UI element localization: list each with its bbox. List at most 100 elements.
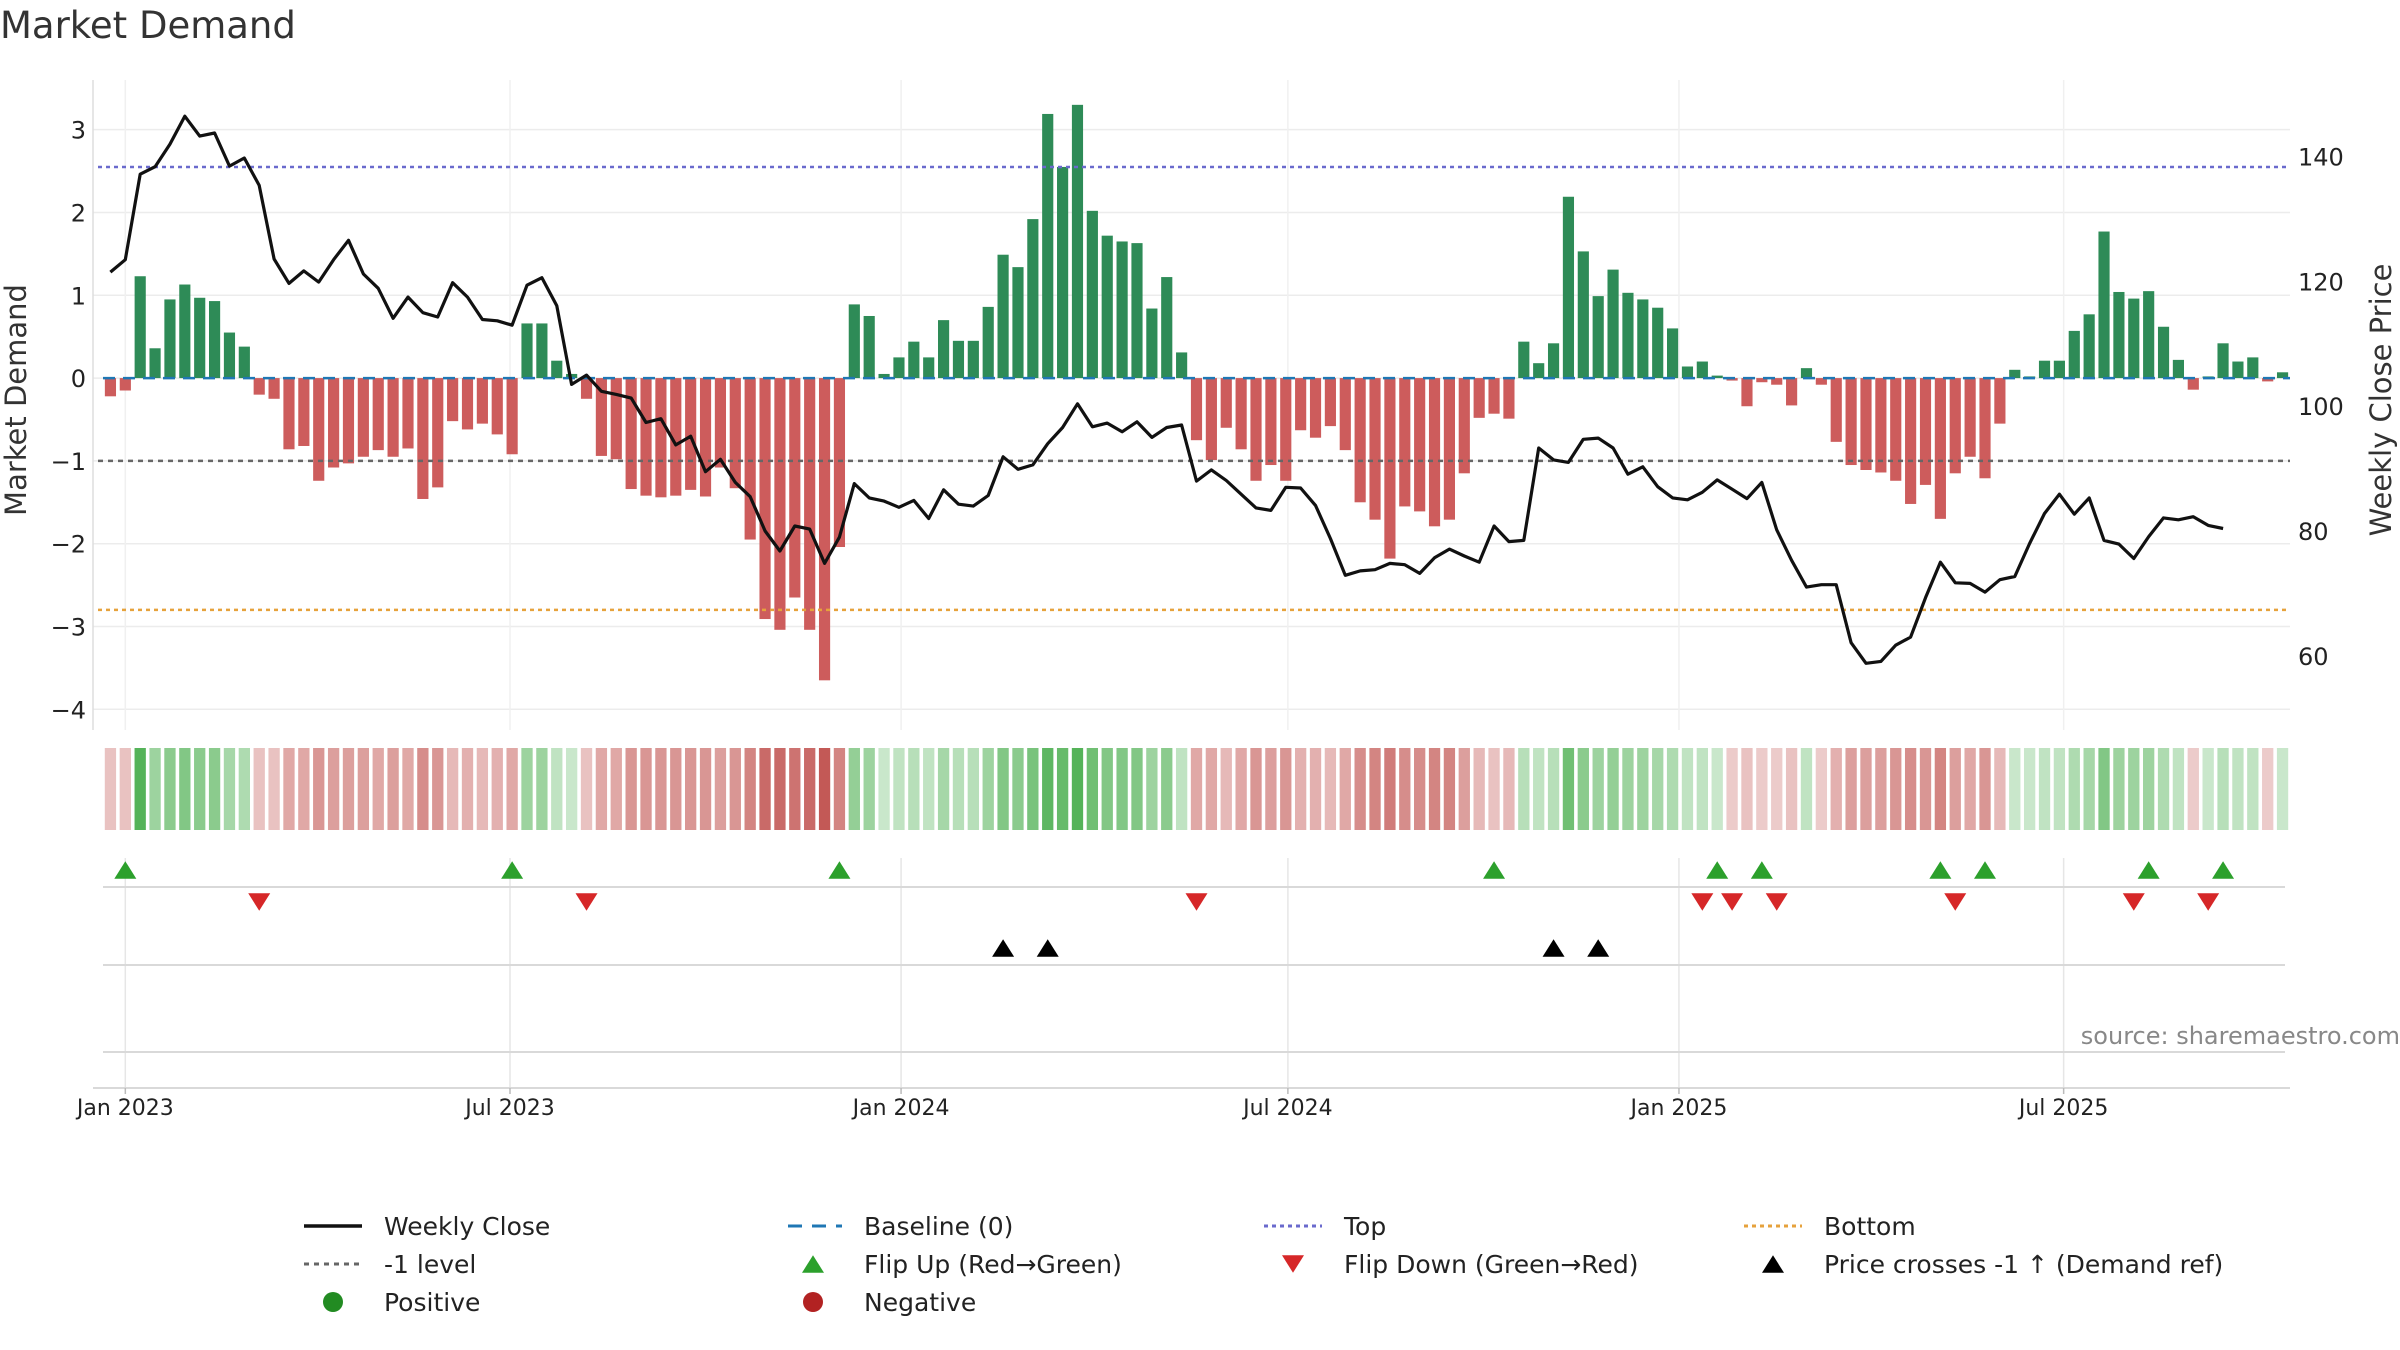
demand-bar [2113,291,2125,379]
heat-cell [1666,748,1679,830]
demand-bar [1071,104,1084,379]
demand-bar [1890,378,1902,481]
heat-cell [2172,748,2185,830]
demand-bar [209,301,221,379]
heat-cell [283,748,295,830]
heat-cell [342,748,355,830]
flip-up-marker [1929,861,1952,879]
heat-cell [1533,748,1545,830]
flip-down-marker [575,893,598,911]
flip-down-marker [2122,893,2145,911]
y-tick-label: 2 [71,199,86,227]
demand-bar [536,323,548,379]
heat-cell [1280,748,1292,830]
heat-cell [610,748,622,830]
weekly-close-line [109,114,2224,665]
demand-bar [238,346,250,379]
demand-bar [1235,378,1247,450]
demand-bar [1607,269,1619,379]
demand-bar [1592,296,1604,379]
heat-cell [893,748,905,830]
demand-bar [1384,378,1396,559]
heat-cell [967,748,979,830]
demand-bar [595,378,607,456]
heat-cell [580,748,593,830]
demand-bar [2053,360,2065,379]
demand-bar [1339,378,1351,451]
flip-up-marker [2212,861,2235,879]
heat-cell [1012,748,1024,830]
demand-bar [1012,267,1024,379]
circle-green-icon-svg [323,1292,343,1312]
heat-cell [1949,748,1961,830]
legend-label: Flip Down (Green→Red) [1344,1249,1639,1279]
flip-up-marker [828,861,851,879]
demand-bar [1786,378,1798,406]
heat-cell [1860,748,1872,830]
demand-bar [1533,363,1545,379]
heat-cell [476,748,489,830]
demand-bar [1949,378,1961,474]
demand-bar [342,378,355,464]
demand-bar [1964,378,1976,457]
heat-cell [1875,748,1887,830]
demand-bar [1934,378,1946,519]
demand-bar [1443,378,1455,520]
heat-cell [149,748,161,830]
price-cross-marker [1587,939,1610,957]
heat-cell [1756,748,1768,830]
heat-cell [1622,748,1634,830]
demand-bar [372,378,384,451]
demand-bar [759,378,771,620]
heat-cell [997,748,1009,830]
heat-cell [744,748,756,830]
heat-cell [2023,748,2036,830]
flip-down-marker [1765,893,1788,911]
event-markers [114,861,2235,957]
demand-bar [1979,378,1991,479]
demand-bar [1176,352,1188,379]
heat-cell [1503,748,1515,830]
flip-down-marker [1944,893,1967,911]
demand-bar [1042,113,1054,379]
heat-cell [253,748,265,830]
heat-cell [937,748,950,830]
demand-bar [1057,166,1069,379]
demand-bar [2143,291,2155,379]
demand-bar [1190,378,1203,441]
legend-label: Positive [384,1287,481,1317]
heat-cell [595,748,608,830]
heat-cell [179,748,191,830]
heat-cell [1815,748,1828,830]
heat-cell [2038,748,2051,830]
demand-bar [2217,343,2229,379]
heat-cell [1934,748,1947,830]
demand-bar [328,378,340,468]
heat-cell [1741,748,1753,830]
heat-cell [1161,748,1173,830]
legend-item-flip-down: Flip Down (Green→Red) [1260,1246,1639,1282]
x-tick-label: Jan 2023 [75,1096,174,1121]
circle-red-icon [780,1284,844,1320]
demand-bar [655,378,667,498]
heat-cell [521,748,533,830]
heat-cell [1205,748,1218,830]
legend-line-solid-icon-svg [304,1224,362,1228]
source-credit: source: sharemaestro.com [2080,1022,2400,1050]
heat-cell [2009,748,2021,830]
demand-bar [1756,378,1768,383]
legend-item-bottom: Bottom [1740,1208,1916,1244]
heat-cell [1056,748,1069,830]
y2-tick-label: 80 [2298,518,2329,546]
y-tick-label: −1 [51,448,86,476]
legend-line-dotted-gray-icon-svg [304,1262,362,1266]
y-tick-label: −3 [51,613,86,641]
heat-cell [818,748,831,830]
demand-bar [967,340,979,379]
reference-lines [98,165,2290,612]
demand-bar [1309,378,1322,438]
heat-cell [2053,748,2066,830]
heat-cell [1071,748,1084,830]
demand-bar [1131,243,1143,379]
